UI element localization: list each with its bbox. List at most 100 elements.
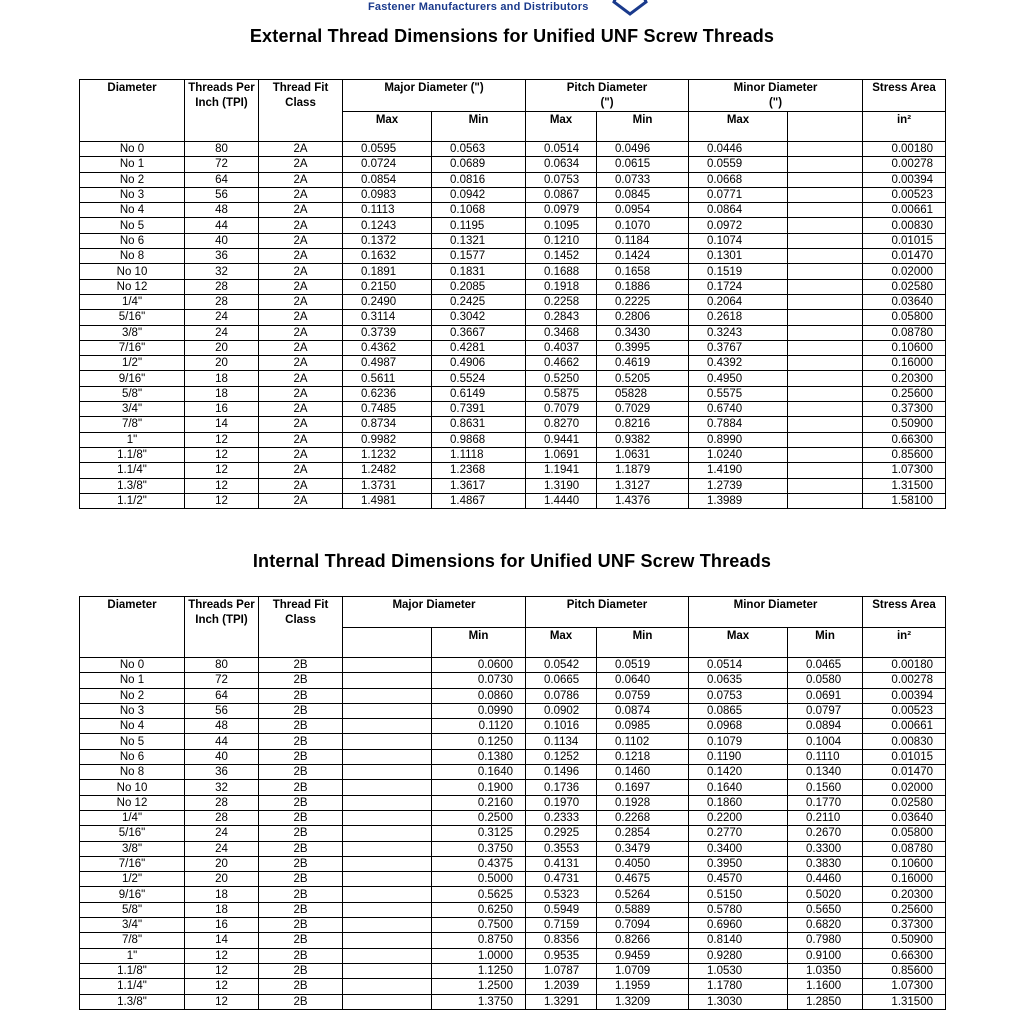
- cell-minor-max: 0.2618: [688, 309, 789, 326]
- cell-major-min: 0.0816: [430, 171, 527, 188]
- cell-fit-class: 2A: [258, 140, 343, 158]
- cell-pitch-max: 0.5250: [525, 370, 598, 387]
- cell-diameter: 5/16": [79, 309, 185, 326]
- cell-tpi: 24: [184, 324, 259, 341]
- table-row: 1.1/4" 12 2A 1.2482 1.2368 1.1941 1.1879 1.4190…: [79, 462, 947, 479]
- cell-pitch-min: 0.1460: [596, 764, 689, 781]
- cell-diameter: 7/8": [79, 932, 185, 949]
- cell-stress-area: 0.66300: [862, 431, 947, 448]
- cell-tpi: 28: [184, 278, 259, 295]
- cell-stress-area: 1.31500: [862, 993, 946, 1010]
- cell-pitch-max: 0.1016: [525, 718, 597, 735]
- cell-minor-max: 0.1301: [688, 248, 789, 265]
- cell-fit-class: 2B: [258, 718, 343, 735]
- cell-fit-class: 2A: [258, 248, 343, 265]
- cell-major-min: 0.9868: [430, 431, 527, 448]
- cell-tpi: 44: [184, 733, 259, 750]
- cell-fit-class: 2B: [258, 809, 343, 827]
- table-row: 3/8" 24 2A 0.3739 0.3667 0.3468 0.3430 0.3243 0.…: [79, 324, 947, 341]
- cell-major-max: [342, 917, 432, 934]
- cell-minor-max: 0.0771: [688, 186, 789, 204]
- cell-stress-area: 0.00661: [862, 718, 946, 735]
- cell-fit-class: 2A: [258, 263, 343, 280]
- cell-major-max: 0.1372: [342, 232, 432, 250]
- cell-major-max: 1.4981: [342, 492, 432, 510]
- header-major-empty: [342, 627, 432, 658]
- cell-major-max: [342, 809, 432, 827]
- table-row: No 10 32 2B 0.1900 0.1736 0.1697 0.1640 0.1560 0…: [79, 779, 946, 796]
- cell-major-max: [342, 718, 432, 735]
- cell-major-max: 0.6236: [342, 385, 432, 403]
- cell-minor-max: 0.3243: [688, 324, 789, 341]
- cell-minor-min: 0.4460: [787, 871, 863, 888]
- cell-minor-min: 1.2850: [787, 993, 863, 1010]
- cell-major-min: 0.3750: [431, 840, 526, 857]
- cell-fit-class: 2A: [258, 401, 343, 418]
- cell-minor-min: [787, 339, 864, 357]
- cell-pitch-max: 0.4662: [525, 355, 598, 372]
- cell-minor-min: 0.0894: [787, 718, 863, 735]
- cell-diameter: No 8: [79, 248, 185, 265]
- cell-fit-class: 2A: [258, 293, 343, 311]
- cell-pitch-min: 0.1886: [596, 278, 690, 295]
- cell-fit-class: 2B: [258, 687, 343, 704]
- cell-diameter: No 3: [79, 702, 185, 720]
- cell-stress-area: 0.00523: [862, 702, 946, 720]
- cell-major-min: 0.5000: [431, 871, 526, 888]
- cell-major-max: 0.1243: [342, 217, 432, 234]
- cell-major-min: 0.2160: [431, 794, 526, 811]
- cell-minor-max: 0.1724: [688, 278, 789, 295]
- table-row: 1.1/8" 12 2B 1.1250 1.0787 1.0709 1.0530 1.0350…: [79, 962, 946, 980]
- cell-tpi: 56: [184, 186, 259, 204]
- cell-stress-area: 0.00523: [862, 186, 947, 204]
- cell-pitch-max: 0.1095: [525, 217, 598, 234]
- cell-major-max: 1.1232: [342, 446, 432, 464]
- header-minor-max: Max: [688, 111, 789, 142]
- cell-tpi: 32: [184, 779, 259, 796]
- external-thread-table: Diameter Threads Per Inch (TPI) Thread F…: [79, 79, 947, 510]
- cell-stress-area: 0.02000: [862, 263, 947, 280]
- cell-major-max: 0.5611: [342, 370, 432, 387]
- header-diameter: Diameter: [79, 79, 185, 142]
- cell-pitch-min: 0.2806: [596, 309, 690, 326]
- cell-minor-min: 1.0350: [787, 962, 863, 980]
- cell-minor-min: 0.7980: [787, 932, 863, 949]
- header-fit-class: Thread Fit Class: [258, 79, 343, 142]
- cell-tpi: 12: [184, 431, 259, 448]
- cell-major-max: [342, 764, 432, 781]
- cell-tpi: 18: [184, 886, 259, 903]
- cell-diameter: No 2: [79, 171, 185, 188]
- cell-minor-min: [787, 309, 864, 326]
- header-major-min: Min: [431, 627, 526, 658]
- cell-pitch-min: 0.0640: [596, 672, 689, 689]
- cell-fit-class: 2B: [258, 901, 343, 919]
- cell-minor-max: 0.6960: [688, 917, 788, 934]
- cell-pitch-min: 1.4376: [596, 492, 690, 510]
- cell-fit-class: 2A: [258, 186, 343, 204]
- cell-minor-min: [787, 171, 864, 188]
- cell-pitch-max: 0.2333: [525, 809, 597, 827]
- cell-fit-class: 2A: [258, 446, 343, 464]
- cell-pitch-max: 0.9441: [525, 431, 598, 448]
- cell-tpi: 28: [184, 794, 259, 811]
- cell-stress-area: 1.07300: [862, 462, 947, 479]
- cell-minor-max: 0.0864: [688, 202, 789, 219]
- cell-pitch-max: 1.0787: [525, 962, 597, 980]
- cell-pitch-max: 0.0542: [525, 656, 597, 674]
- cell-tpi: 24: [184, 309, 259, 326]
- external-table-title: External Thread Dimensions for Unified U…: [249, 26, 775, 46]
- cell-pitch-max: 1.2039: [525, 978, 597, 995]
- cell-diameter: 1": [79, 431, 185, 448]
- table-row: 1/4" 28 2A 0.2490 0.2425 0.2258 0.2225 0.2064 0.…: [79, 293, 947, 311]
- cell-major-min: 0.4906: [430, 355, 527, 372]
- cell-minor-min: 0.9100: [787, 947, 863, 964]
- table-row: 5/8" 18 2B 0.6250 0.5949 0.5889 0.5780 0.5650 0.…: [79, 901, 946, 919]
- header-fit-class: Thread Fit Class: [258, 596, 343, 658]
- table-row: 9/16" 18 2A 0.5611 0.5524 0.5250 0.5205 0.4950 0…: [79, 370, 947, 387]
- cell-tpi: 12: [184, 462, 259, 479]
- table-row: No 1 72 2B 0.0730 0.0665 0.0640 0.0635 0.0580 0.…: [79, 672, 946, 689]
- table-row: 1" 12 2A 0.9982 0.9868 0.9441 0.9382 0.8990 0.66…: [79, 431, 947, 448]
- cell-fit-class: 2B: [258, 794, 343, 811]
- cell-pitch-max: 0.4131: [525, 855, 597, 873]
- cell-diameter: 3/8": [79, 840, 185, 857]
